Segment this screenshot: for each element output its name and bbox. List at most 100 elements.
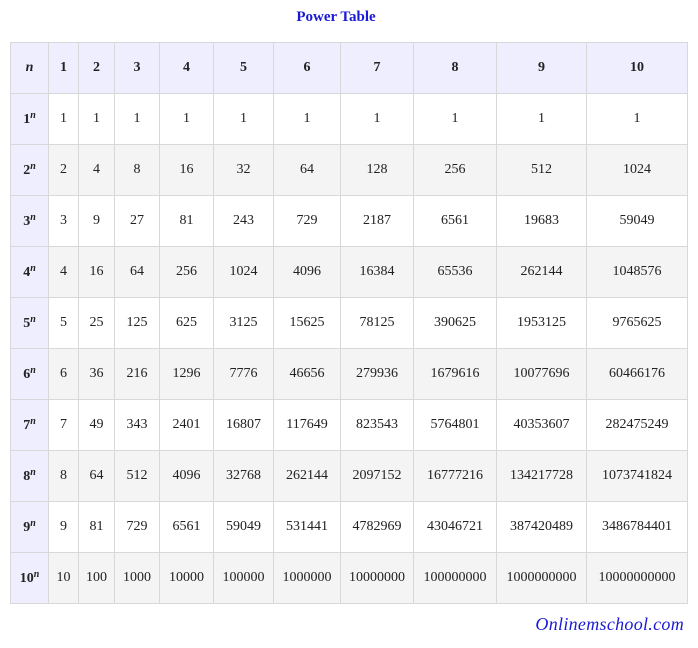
table-cell: 279936 bbox=[340, 348, 414, 400]
table-cell: 27 bbox=[114, 195, 160, 247]
table-cell: 32768 bbox=[213, 450, 274, 502]
base-number: 10 bbox=[19, 571, 34, 586]
table-cell: 59049 bbox=[213, 501, 274, 553]
table-cell: 59049 bbox=[586, 195, 688, 247]
table-cell: 10077696 bbox=[496, 348, 587, 400]
base-number: 8 bbox=[23, 469, 31, 484]
table-cell: 1 bbox=[586, 93, 688, 145]
table-cell: 9765625 bbox=[586, 297, 688, 349]
table-row: 1n 1 1 1 1 1 1 1 1 1 1 bbox=[10, 93, 688, 145]
base-number: 5 bbox=[23, 316, 31, 331]
table-cell: 4096 bbox=[273, 246, 341, 298]
table-cell: 4 bbox=[48, 246, 79, 298]
table-cell: 16 bbox=[159, 144, 214, 196]
table-cell: 64 bbox=[273, 144, 341, 196]
base-number: 4 bbox=[23, 265, 31, 280]
table-cell: 1 bbox=[273, 93, 341, 145]
table-cell: 729 bbox=[114, 501, 160, 553]
table-row: 2n 2 4 8 16 32 64 128 256 512 1024 bbox=[10, 144, 688, 196]
table-cell: 6 bbox=[48, 348, 79, 400]
table-cell: 512 bbox=[496, 144, 587, 196]
table-cell: 125 bbox=[114, 297, 160, 349]
table-cell: 2187 bbox=[340, 195, 414, 247]
row-header-base: 6n bbox=[10, 348, 49, 400]
exponent-symbol: n bbox=[30, 314, 36, 325]
table-cell: 78125 bbox=[340, 297, 414, 349]
table-cell: 134217728 bbox=[496, 450, 587, 502]
base-number: 6 bbox=[23, 367, 31, 382]
site-watermark[interactable]: Onlinemschool.com bbox=[535, 614, 684, 634]
table-cell: 1953125 bbox=[496, 297, 587, 349]
column-header-exponent: 8 bbox=[413, 42, 497, 94]
table-cell: 3 bbox=[48, 195, 79, 247]
table-cell: 100 bbox=[78, 552, 115, 604]
exponent-symbol: n bbox=[33, 569, 40, 580]
row-header-base: 8n bbox=[10, 450, 49, 502]
base-number: 1 bbox=[23, 112, 31, 127]
column-header-exponent: 10 bbox=[586, 42, 688, 94]
table-cell: 1000000000 bbox=[496, 552, 587, 604]
table-row: 5n 5 25 125 625 3125 15625 78125 390625 1953125 97… bbox=[10, 297, 688, 349]
table-cell: 7776 bbox=[213, 348, 274, 400]
table-row: 4n 4 16 64 256 1024 4096 16384 65536 262144 104857… bbox=[10, 246, 688, 298]
column-header-exponent: 3 bbox=[114, 42, 160, 94]
table-cell: 25 bbox=[78, 297, 115, 349]
table-row: 8n 8 64 512 4096 32768 262144 2097152 16777216 13… bbox=[10, 450, 688, 502]
table-cell: 1000 bbox=[114, 552, 160, 604]
table-cell: 7 bbox=[48, 399, 79, 451]
table-cell: 36 bbox=[78, 348, 115, 400]
table-cell: 128 bbox=[340, 144, 414, 196]
table-cell: 3486784401 bbox=[586, 501, 688, 553]
table-cell: 81 bbox=[159, 195, 214, 247]
table-cell: 100000000 bbox=[413, 552, 497, 604]
table-cell: 1 bbox=[413, 93, 497, 145]
table-cell: 1048576 bbox=[586, 246, 688, 298]
table-cell: 43046721 bbox=[413, 501, 497, 553]
table-cell: 46656 bbox=[273, 348, 341, 400]
row-header-base: 4n bbox=[10, 246, 49, 298]
table-row: 3n 3 9 27 81 243 729 2187 6561 19683 59049 bbox=[10, 195, 688, 247]
table-cell: 2401 bbox=[159, 399, 214, 451]
table-row: 10n 10 100 1000 10000 100000 1000000 10000000 10… bbox=[10, 552, 688, 604]
table-cell: 6561 bbox=[413, 195, 497, 247]
table-cell: 16 bbox=[78, 246, 115, 298]
table-cell: 387420489 bbox=[496, 501, 587, 553]
table-cell: 823543 bbox=[340, 399, 414, 451]
table-header-row: n 1 2 3 4 5 6 7 8 9 10 bbox=[10, 42, 688, 94]
table-cell: 343 bbox=[114, 399, 160, 451]
table-cell: 4 bbox=[78, 144, 115, 196]
power-table: n 1 2 3 4 5 6 7 8 9 10 1n 1 1 1 1 1 1 1 1 1 1 2n 2 4 8 16 32 64 128… bbox=[10, 42, 688, 604]
column-header-exponent: 5 bbox=[213, 42, 274, 94]
base-number: 3 bbox=[23, 214, 31, 229]
table-row: 7n 7 49 343 2401 16807 117649 823543 5764801 4035… bbox=[10, 399, 688, 451]
table-cell: 117649 bbox=[273, 399, 341, 451]
table-cell: 81 bbox=[78, 501, 115, 553]
table-cell: 10000000 bbox=[340, 552, 414, 604]
table-cell: 1024 bbox=[586, 144, 688, 196]
row-header-base: 2n bbox=[10, 144, 49, 196]
column-header-exponent: 6 bbox=[273, 42, 341, 94]
page-title: Power Table bbox=[296, 9, 376, 25]
table-cell: 60466176 bbox=[586, 348, 688, 400]
column-header-exponent: 7 bbox=[340, 42, 414, 94]
table-row: 6n 6 36 216 1296 7776 46656 279936 1679616 100776… bbox=[10, 348, 688, 400]
table-cell: 1 bbox=[213, 93, 274, 145]
table-cell: 64 bbox=[78, 450, 115, 502]
table-cell: 4096 bbox=[159, 450, 214, 502]
table-cell: 8 bbox=[114, 144, 160, 196]
exponent-symbol: n bbox=[30, 467, 36, 478]
table-cell: 8 bbox=[48, 450, 79, 502]
table-cell: 3125 bbox=[213, 297, 274, 349]
exponent-symbol: n bbox=[30, 263, 36, 274]
table-cell: 19683 bbox=[496, 195, 587, 247]
table-cell: 625 bbox=[159, 297, 214, 349]
exponent-symbol: n bbox=[30, 212, 36, 223]
table-cell: 2097152 bbox=[340, 450, 414, 502]
table-cell: 5 bbox=[48, 297, 79, 349]
column-header-exponent: 1 bbox=[48, 42, 79, 94]
column-header-exponent: 9 bbox=[496, 42, 587, 94]
corner-header-cell: n bbox=[10, 42, 49, 94]
table-cell: 262144 bbox=[496, 246, 587, 298]
row-header-base: 1n bbox=[10, 93, 49, 145]
table-cell: 6561 bbox=[159, 501, 214, 553]
